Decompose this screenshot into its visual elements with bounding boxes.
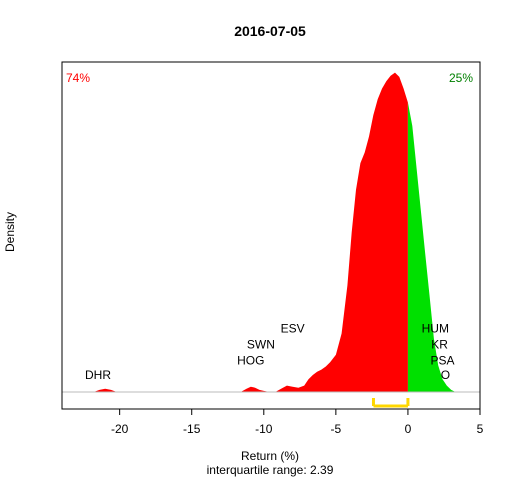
point-annotation: HOG bbox=[237, 353, 264, 367]
density-curve-layer bbox=[93, 72, 456, 392]
x-axis: -20 -15 -10 -5 0 5 bbox=[111, 409, 484, 436]
point-annotation: KR bbox=[431, 337, 448, 351]
point-annotation: ESV bbox=[281, 321, 305, 335]
x-tick-label: -20 bbox=[111, 422, 129, 436]
point-annotation: HUM bbox=[422, 321, 449, 335]
point-annotation: DHR bbox=[85, 368, 111, 382]
x-tick-label: 5 bbox=[477, 422, 484, 436]
point-annotation: SWN bbox=[247, 337, 275, 351]
iqr-bracket bbox=[371, 398, 410, 408]
point-annotation: PSA bbox=[430, 353, 454, 367]
point-annotation: O bbox=[441, 368, 450, 382]
x-tick-label: 0 bbox=[405, 422, 412, 436]
x-tick-label: -5 bbox=[331, 422, 342, 436]
x-axis-label: Return (%) bbox=[241, 449, 299, 463]
chart-title: 2016-07-05 bbox=[234, 23, 306, 39]
x-tick-label: -15 bbox=[183, 422, 201, 436]
plot-frame bbox=[61, 61, 481, 410]
right-share-label: 25% bbox=[449, 71, 473, 85]
chart-subtitle: interquartile range: 2.39 bbox=[207, 463, 334, 477]
y-axis-label: Density bbox=[3, 212, 17, 252]
density-negative-area bbox=[93, 72, 408, 392]
x-tick-label: -10 bbox=[255, 422, 273, 436]
density-positive-area bbox=[407, 102, 456, 392]
left-share-label: 74% bbox=[66, 71, 90, 85]
